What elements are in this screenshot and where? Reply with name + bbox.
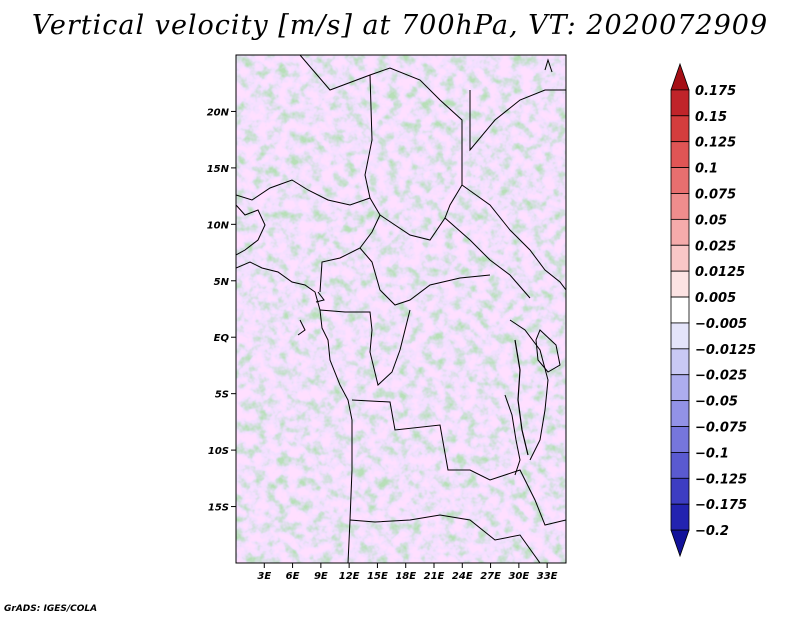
lat-label: 10S	[208, 446, 229, 457]
colorbar-min-triangle	[670, 529, 690, 558]
colorbar-label: −0.2	[695, 524, 729, 539]
lon-label: 33E	[537, 571, 558, 582]
colorbar-label: −0.0125	[695, 343, 756, 358]
colorbar-swatch	[670, 167, 690, 194]
colorbar-swatch	[670, 218, 690, 246]
colorbar: 0.175 0.15 0.125 0.1 0.075 0.05 0.025 0.0125 0.0…	[670, 62, 756, 558]
colorbar-label: −0.05	[695, 395, 738, 410]
longitude-axis: 3E 6E 9E 12E 15E 18E 21E 24E 27E 30E 33E	[257, 563, 558, 582]
colorbar-label: −0.1	[695, 446, 729, 461]
colorbar-label: −0.025	[695, 369, 747, 384]
lon-label: 30E	[508, 571, 529, 582]
colorbar-swatch	[670, 348, 690, 376]
colorbar-label: 0.005	[695, 291, 736, 306]
colorbar-swatch	[670, 115, 690, 143]
colorbar-swatch	[670, 477, 690, 505]
colorbar-swatch	[670, 374, 690, 402]
lat-label: 5S	[215, 390, 229, 401]
colorbar-label: 0.025	[695, 239, 736, 254]
map-frame	[235, 54, 567, 564]
lat-label: 10N	[207, 220, 230, 231]
lat-label: 15N	[207, 164, 230, 175]
lon-label: 6E	[286, 571, 300, 582]
lat-label: EQ	[214, 333, 230, 344]
colorbar-label: 0.125	[695, 136, 736, 151]
colorbar-max-triangle	[670, 62, 690, 91]
colorbar-label: −0.125	[695, 472, 747, 487]
colorbar-swatch	[670, 452, 690, 479]
lon-label: 15E	[367, 571, 388, 582]
colorbar-label: 0.15	[695, 110, 727, 125]
map-title: Vertical velocity [m/s] at 700hPa, VT: 2…	[31, 10, 769, 41]
colorbar-label: −0.005	[695, 317, 747, 332]
colorbar-label: 0.175	[695, 84, 736, 99]
lon-label: 21E	[424, 571, 445, 582]
colorbar-label: 0.05	[695, 213, 727, 228]
colorbar-swatch	[670, 296, 690, 324]
lon-label: 9E	[314, 571, 328, 582]
colorbar-swatch	[670, 426, 690, 453]
colorbar-label: −0.075	[695, 421, 747, 436]
lat-label: 5N	[214, 277, 230, 288]
colorbar-swatch	[670, 89, 690, 117]
colorbar-swatch	[670, 270, 690, 298]
velocity-field	[236, 55, 566, 563]
colorbar-label: 0.1	[695, 162, 718, 177]
colorbar-swatch	[670, 503, 690, 531]
lat-label: 15S	[208, 503, 229, 514]
lat-label: 20N	[207, 107, 230, 118]
map-panel	[235, 54, 567, 564]
lon-label: 27E	[480, 571, 501, 582]
latitude-axis: 20N 15N 10N 5N EQ 5S 10S 15S	[207, 107, 236, 514]
colorbar-label: 0.0125	[695, 265, 745, 280]
colorbar-swatch	[670, 193, 690, 220]
lon-label: 12E	[339, 571, 360, 582]
colorbar-swatch	[670, 322, 690, 350]
colorbar-swatch	[670, 141, 690, 168]
colorbar-label: −0.175	[695, 498, 747, 513]
colorbar-label: 0.075	[695, 187, 736, 202]
colorbar-swatch	[670, 400, 690, 427]
lon-label: 24E	[452, 571, 473, 582]
lon-label: 3E	[257, 571, 271, 582]
grads-credit: GrADS: IGES/COLA	[4, 604, 98, 614]
lon-label: 18E	[395, 571, 416, 582]
country-borders	[236, 55, 566, 563]
colorbar-swatch	[670, 244, 690, 272]
coastline	[236, 261, 353, 563]
